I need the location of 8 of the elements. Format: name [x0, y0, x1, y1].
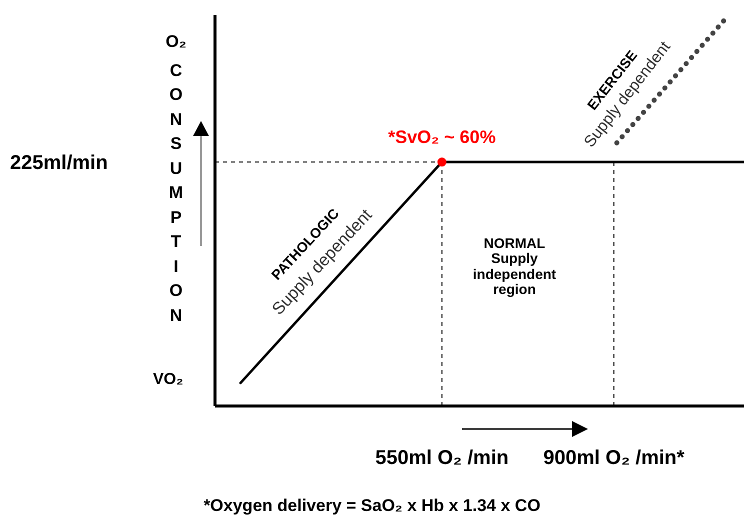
- x-tick-label: 550ml O₂ /min: [375, 447, 509, 469]
- text: VO₂: [153, 371, 184, 388]
- annotation: NORMAL Supply independent region: [472, 235, 558, 298]
- text: O₂ CONSUMPTION: [166, 32, 186, 324]
- text: *Oxygen delivery = SaO₂ x Hb x 1.34 x CO: [202, 496, 542, 515]
- annotation: *SvO₂ ~ 60%: [388, 127, 496, 148]
- x-tick-label: 900ml O₂ /min*: [543, 447, 685, 469]
- ref-line-label: 225ml/min: [10, 152, 108, 174]
